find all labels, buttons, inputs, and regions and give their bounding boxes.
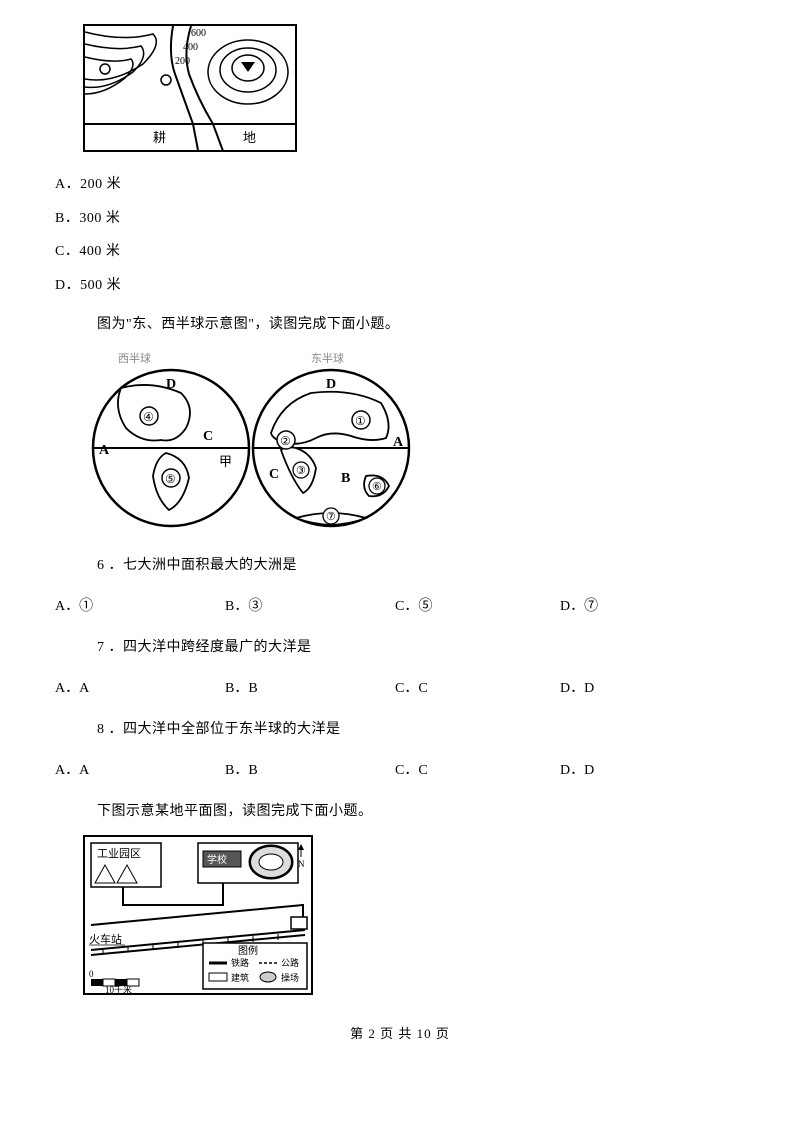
q7-a: A．A	[55, 671, 225, 707]
q7-d: D．D	[560, 671, 680, 707]
contour-option-d: D．500 米	[55, 269, 745, 303]
label-5: ⑤	[165, 472, 176, 486]
page-footer: 第 2 页 共 10 页	[55, 1023, 745, 1042]
legend-oval: 操场	[281, 972, 299, 983]
label-3: ③	[296, 465, 306, 477]
label-4: ④	[143, 410, 154, 424]
station-label: 火车站	[89, 932, 122, 946]
q8-c: C．C	[395, 753, 560, 789]
east-B: B	[341, 471, 350, 486]
east-C: C	[269, 467, 279, 482]
q6-options: A．① B．③ C．⑤ D．⑦	[55, 589, 745, 625]
north-label: N	[298, 859, 305, 869]
q8-text: 8 ．四大洋中全部位于东半球的大洋是	[55, 713, 745, 747]
west-hemisphere-label: 西半球	[118, 351, 151, 365]
q8-d: D．D	[560, 753, 680, 789]
contour-600: 600	[191, 28, 206, 39]
scale-0: 0	[89, 969, 94, 979]
legend-building: 建筑	[231, 972, 249, 983]
hemisphere-figure: 西半球 东半球 D A C ④ ⑤	[83, 348, 745, 533]
legend-title: 图例	[238, 944, 258, 957]
label-1: ①	[355, 414, 366, 428]
q6-text: 6 ．七大洲中面积最大的大洲是	[55, 549, 745, 583]
q7-c: C．C	[395, 671, 560, 707]
contour-option-c: C．400 米	[55, 235, 745, 269]
contour-400: 400	[183, 42, 198, 53]
q8-a: A．A	[55, 753, 225, 789]
q8-options: A．A B．B C．C D．D	[55, 753, 745, 789]
east-hemisphere-label: 东半球	[311, 351, 344, 365]
west-C: C	[203, 429, 213, 444]
farmland-label-left: 耕	[153, 130, 166, 145]
label-7: ⑦	[326, 511, 336, 523]
hemisphere-svg: 西半球 东半球 D A C ④ ⑤	[83, 348, 423, 533]
plan-map-svg: 工业园区 学校 N	[83, 835, 313, 995]
contour-map-svg: 600 400 200 耕 地	[83, 24, 297, 152]
q7-b: B．B	[225, 671, 395, 707]
plan-intro: 下图示意某地平面图，读图完成下面小题。	[55, 795, 745, 829]
contour-map-figure: 600 400 200 耕 地	[83, 24, 745, 152]
park-label: 工业园区	[97, 847, 141, 860]
q6-b: B．③	[225, 589, 395, 625]
scale-10: 10千米	[105, 984, 132, 995]
west-A: A	[99, 443, 110, 458]
q8-b: B．B	[225, 753, 395, 789]
q7-options: A．A B．B C．C D．D	[55, 671, 745, 707]
east-D: D	[326, 377, 336, 392]
legend-road: 公路	[281, 957, 299, 968]
plan-map-figure: 工业园区 学校 N	[83, 835, 745, 995]
school-label: 学校	[207, 853, 227, 866]
contour-option-a: A．200 米	[55, 168, 745, 202]
label-2: ②	[280, 434, 291, 448]
label-6: ⑥	[372, 481, 382, 493]
west-D: D	[166, 377, 176, 392]
contour-option-b: B．300 米	[55, 202, 745, 236]
label-jia: 甲	[219, 454, 232, 469]
farmland-label-right: 地	[243, 130, 256, 145]
q6-a: A．①	[55, 589, 225, 625]
hemisphere-intro: 图为"东、西半球示意图"，读图完成下面小题。	[55, 308, 745, 342]
q7-text: 7 ．四大洋中跨经度最广的大洋是	[55, 631, 745, 665]
contour-200: 200	[175, 56, 190, 67]
q6-d: D．⑦	[560, 589, 680, 625]
q6-c: C．⑤	[395, 589, 560, 625]
legend-rail: 铁路	[231, 957, 249, 968]
east-A: A	[393, 435, 404, 450]
